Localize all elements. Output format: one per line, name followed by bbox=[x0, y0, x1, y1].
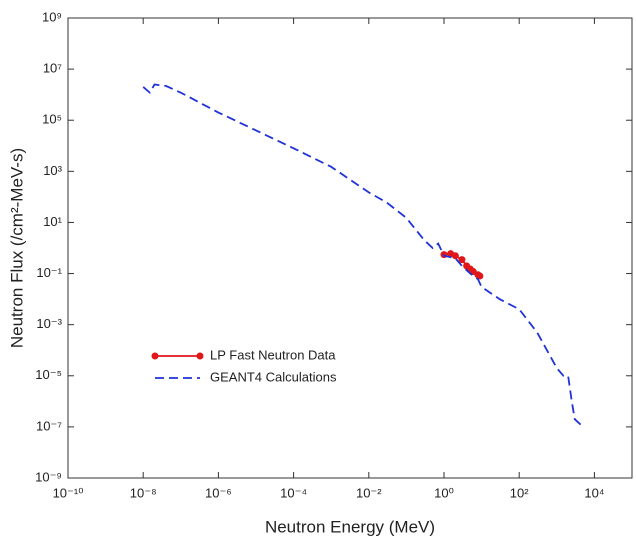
x-tick-label: 10² bbox=[510, 485, 529, 500]
plot-frame bbox=[67, 17, 633, 479]
y-tick-label: 10⁻⁹ bbox=[35, 469, 62, 484]
y-tick-label: 10⁵ bbox=[42, 112, 62, 127]
data-point bbox=[458, 256, 466, 264]
y-tick-label: 10³ bbox=[43, 163, 62, 178]
y-axis-title: Neutron Flux (/cm²-MeV-s) bbox=[7, 148, 26, 348]
x-axis-title: Neutron Energy (MeV) bbox=[265, 517, 435, 536]
y-tick-label: 10⁻⁷ bbox=[36, 418, 62, 433]
x-tick-label: 10⁻⁴ bbox=[280, 485, 307, 500]
x-tick-label: 10⁻² bbox=[356, 485, 382, 500]
data-point bbox=[476, 272, 484, 280]
legend-marker bbox=[196, 352, 204, 360]
y-tick-label: 10⁻⁵ bbox=[35, 367, 62, 382]
legend-label: GEANT4 Calculations bbox=[210, 369, 337, 384]
y-tick-label: 10¹ bbox=[43, 214, 62, 229]
y-tick-label: 10⁻³ bbox=[36, 316, 62, 331]
x-tick-label: 10⁻¹⁰ bbox=[53, 485, 84, 500]
y-tick-label: 10⁹ bbox=[42, 9, 62, 24]
series-line bbox=[142, 83, 584, 428]
legend-marker bbox=[151, 352, 159, 360]
y-tick-label: 10⁻¹ bbox=[36, 265, 62, 280]
data-point bbox=[451, 252, 459, 260]
x-tick-label: 10⁴ bbox=[584, 485, 604, 500]
x-tick-label: 10⁻⁸ bbox=[130, 485, 157, 500]
legend-label: LP Fast Neutron Data bbox=[210, 347, 336, 362]
y-tick-label: 10⁷ bbox=[43, 61, 62, 76]
x-tick-label: 10⁰ bbox=[434, 485, 454, 500]
x-tick-label: 10⁻⁶ bbox=[205, 485, 232, 500]
